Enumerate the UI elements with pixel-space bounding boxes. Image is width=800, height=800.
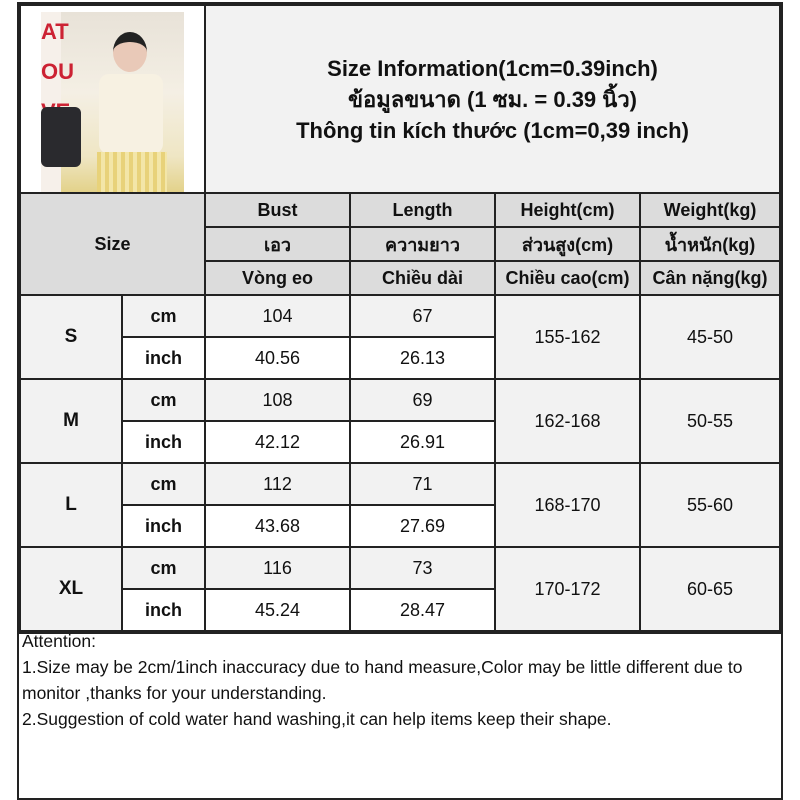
bust-inch: 43.68 <box>204 504 351 548</box>
table-row: inch 43.68 27.69 <box>20 504 780 548</box>
col-length-th: ความยาว <box>349 226 496 262</box>
bust-cm: 104 <box>204 294 351 338</box>
size-chart: AT OU VE Size Information(1cm=0.39inch) … <box>17 2 783 634</box>
col-bust-vi: Vòng eo <box>204 260 351 296</box>
height-range: 168-170 <box>494 462 641 548</box>
col-weight-th: น้ำหนัก(kg) <box>639 226 781 262</box>
height-range: 162-168 <box>494 378 641 464</box>
product-photo: AT OU VE <box>41 12 184 192</box>
weight-range: 55-60 <box>639 462 781 548</box>
unit-cm: cm <box>121 294 206 338</box>
bust-inch: 42.12 <box>204 420 351 464</box>
length-inch: 26.91 <box>349 420 496 464</box>
col-height-th: ส่วนสูง(cm) <box>494 226 641 262</box>
unit-cm: cm <box>121 462 206 506</box>
table-row: inch 42.12 26.91 <box>20 420 780 464</box>
col-bust: Bust <box>204 192 351 228</box>
length-inch: 26.13 <box>349 336 496 380</box>
col-length-vi: Chiều dài <box>349 260 496 296</box>
col-height: Height(cm) <box>494 192 641 228</box>
title-th: ข้อมูลขนาด (1 ซม. = 0.39 นิ้ว) <box>347 86 637 112</box>
unit-inch: inch <box>121 336 206 380</box>
weight-range: 50-55 <box>639 378 781 464</box>
size-cell: XL <box>19 546 123 632</box>
product-photo-cell: AT OU VE <box>19 4 206 194</box>
bust-cm: 116 <box>204 546 351 590</box>
size-cell: L <box>19 462 123 548</box>
title-vi: Thông tin kích thước (1cm=0,39 inch) <box>296 117 689 143</box>
size-cell: M <box>19 378 123 464</box>
length-cm: 67 <box>349 294 496 338</box>
unit-cm: cm <box>121 546 206 590</box>
unit-cm: cm <box>121 378 206 422</box>
table-row: inch 45.24 28.47 <box>20 588 780 632</box>
unit-inch: inch <box>121 420 206 464</box>
unit-inch: inch <box>121 588 206 632</box>
length-cm: 71 <box>349 462 496 506</box>
bust-cm: 112 <box>204 462 351 506</box>
col-bust-th: เอว <box>204 226 351 262</box>
col-length: Length <box>349 192 496 228</box>
length-inch: 27.69 <box>349 504 496 548</box>
weight-range: 45-50 <box>639 294 781 380</box>
col-weight: Weight(kg) <box>639 192 781 228</box>
length-cm: 69 <box>349 378 496 422</box>
size-header: Size <box>19 192 206 296</box>
col-weight-vi: Cân nặng(kg) <box>639 260 781 296</box>
col-height-vi: Chiều cao(cm) <box>494 260 641 296</box>
attention-line-2: 2.Suggestion of cold water hand washing,… <box>22 709 612 729</box>
bust-cm: 108 <box>204 378 351 422</box>
table-row: XL cm 116 73 170-172 60-65 <box>19 546 781 632</box>
length-inch: 28.47 <box>349 588 496 632</box>
attention-heading: Attention: <box>22 631 96 651</box>
size-info-title: Size Information(1cm=0.39inch) ข้อมูลขนา… <box>204 4 781 194</box>
size-cell: S <box>19 294 123 380</box>
title-en: Size Information(1cm=0.39inch) <box>327 55 658 81</box>
unit-inch: inch <box>121 504 206 548</box>
attention-line-1: 1.Size may be 2cm/1inch inaccuracy due t… <box>22 657 743 703</box>
bust-inch: 40.56 <box>204 336 351 380</box>
height-range: 170-172 <box>494 546 641 632</box>
height-range: 155-162 <box>494 294 641 380</box>
attention-note: Attention: 1.Size may be 2cm/1inch inacc… <box>17 626 783 800</box>
length-cm: 73 <box>349 546 496 590</box>
weight-range: 60-65 <box>639 546 781 632</box>
table-row: inch 40.56 26.13 <box>20 336 780 380</box>
bust-inch: 45.24 <box>204 588 351 632</box>
